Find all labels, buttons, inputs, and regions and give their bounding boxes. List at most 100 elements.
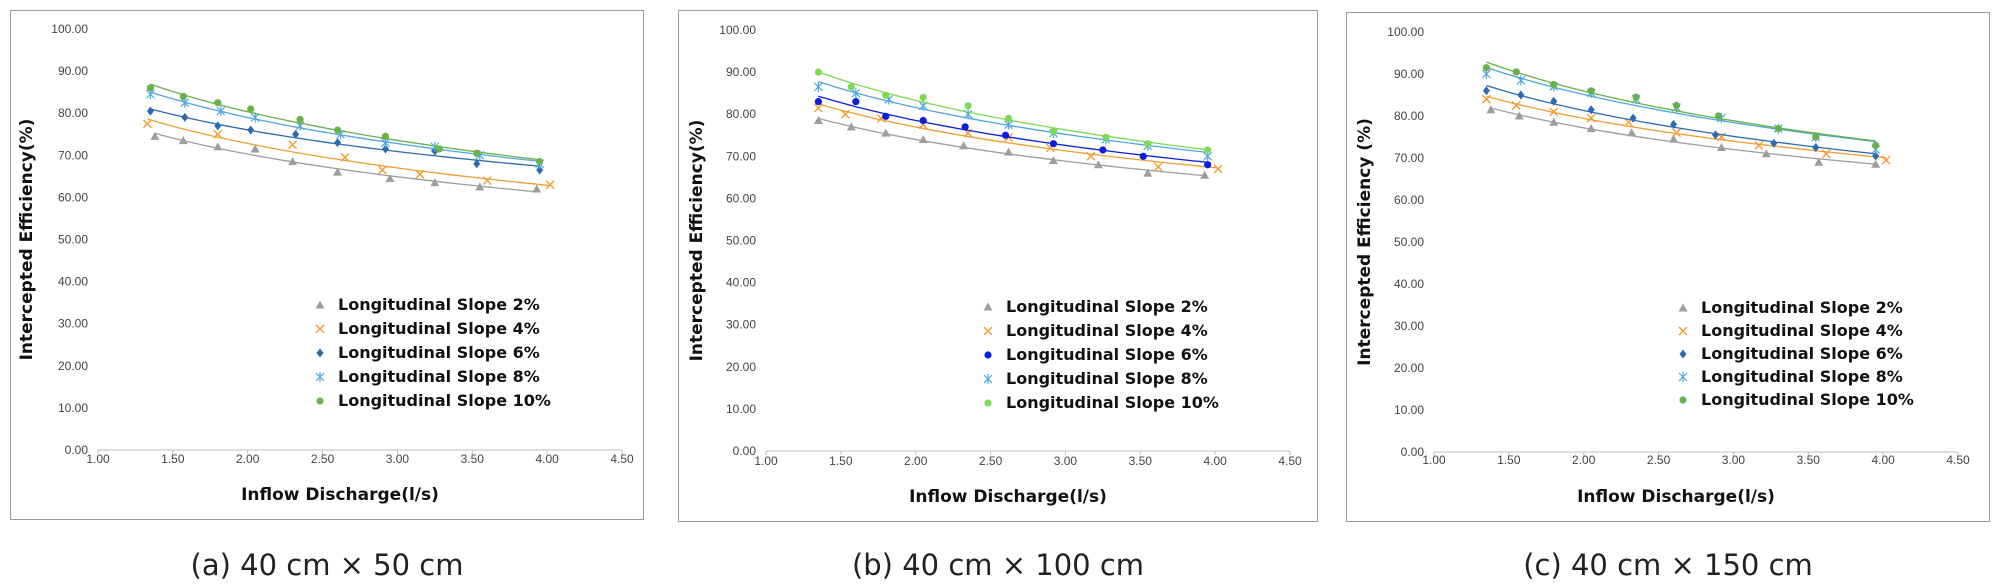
- data-point: [213, 129, 223, 139]
- y-tick-label: 80.00: [58, 106, 88, 120]
- data-point: [1629, 113, 1637, 123]
- data-point: [1048, 156, 1058, 165]
- data-point: [1714, 112, 1723, 120]
- data-point: [334, 138, 342, 148]
- data-point: [1516, 75, 1526, 86]
- trendline: [818, 80, 1208, 154]
- data-point: [1670, 119, 1678, 129]
- data-point: [1514, 111, 1524, 120]
- y-tick-label: 100.00: [1387, 25, 1424, 39]
- data-point: [181, 112, 189, 122]
- x-tick-label: 4.50: [1278, 454, 1302, 468]
- data-point: [415, 169, 425, 179]
- data-point: [1872, 141, 1880, 149]
- data-point: [881, 128, 891, 137]
- data-point: [964, 102, 972, 110]
- y-tick-label: 50.00: [1394, 235, 1424, 249]
- axes: 0.00 10.00 20.00 30.00 40.00 50.00 60.00 70.00 8…: [51, 22, 634, 466]
- data-point: [1517, 90, 1525, 100]
- data-point: [333, 126, 342, 134]
- x-tick-label: 1.50: [1497, 453, 1521, 467]
- data-point: [146, 84, 154, 92]
- x-tick-label: 2.50: [979, 454, 1003, 468]
- y-tick-label: 0.00: [65, 443, 89, 457]
- legend-marker: [315, 324, 325, 334]
- chart-panel-b: 0.00 10.00 20.00 30.00 40.00 50.00 60.00 70.00 8…: [678, 10, 1318, 522]
- y-tick-label: 60.00: [1394, 193, 1424, 207]
- x-tick-label: 3.50: [1129, 454, 1153, 468]
- chart-b-svg: 0.00 10.00 20.00 30.00 40.00 50.00 60.00 70.00 8…: [678, 10, 1318, 522]
- data-point: [536, 158, 544, 166]
- x-tick-label: 1.00: [1422, 453, 1446, 467]
- data-point: [216, 106, 226, 117]
- data-point: [1821, 149, 1831, 159]
- data-point: [1814, 157, 1824, 166]
- legend-marker: [316, 397, 324, 405]
- data-point: [959, 141, 969, 150]
- series-2: [1481, 94, 1891, 165]
- data-point: [1001, 131, 1010, 139]
- legend-label: Longitudinal Slope 4%: [1006, 321, 1208, 340]
- legend-marker: [983, 374, 993, 384]
- legend-label: Longitudinal Slope 6%: [1006, 345, 1208, 364]
- y-tick-label: 100.00: [719, 23, 756, 37]
- data-point: [1213, 164, 1223, 174]
- caption-b: (b) 40 cm × 100 cm: [851, 548, 1145, 582]
- data-point: [1049, 140, 1058, 148]
- y-tick-label: 50.00: [58, 233, 88, 247]
- legend-marker: [1678, 372, 1688, 382]
- x-tick-label: 2.00: [904, 454, 928, 468]
- chart-frame: [1346, 12, 1990, 522]
- data-point: [1716, 143, 1726, 151]
- data-point: [1711, 130, 1719, 140]
- caption-c: (c) 40 cm × 150 cm: [1523, 548, 1813, 582]
- data-point: [1204, 146, 1212, 154]
- y-tick-label: 30.00: [1394, 319, 1424, 333]
- x-tick-label: 2.00: [1572, 453, 1596, 467]
- y-tick-label: 70.00: [58, 148, 88, 162]
- series-3: [814, 95, 1212, 169]
- legend-label: Longitudinal Slope 10%: [1006, 393, 1219, 412]
- data-point: [340, 152, 350, 162]
- data-point: [1672, 101, 1681, 110]
- legend-label: Longitudinal Slope 4%: [338, 319, 540, 338]
- data-point: [882, 112, 890, 120]
- data-point: [1761, 149, 1771, 158]
- data-point: [250, 144, 260, 153]
- legend-label: Longitudinal Slope 8%: [1006, 369, 1208, 388]
- y-tick-label: 40.00: [58, 275, 88, 289]
- y-tick-label: 30.00: [58, 317, 88, 331]
- caption-a: (a) 40 cm × 50 cm: [190, 548, 464, 582]
- data-point: [247, 105, 255, 113]
- legend-label: Longitudinal Slope 10%: [338, 391, 551, 410]
- x-tick-label: 1.00: [86, 452, 110, 466]
- trendline: [818, 71, 1208, 151]
- y-tick-label: 100.00: [51, 22, 88, 36]
- y-tick-label: 70.00: [1394, 151, 1424, 165]
- data-point: [532, 184, 542, 193]
- y-tick-label: 90.00: [58, 64, 88, 78]
- y-tick-label: 60.00: [58, 190, 88, 204]
- legend-marker: [983, 326, 993, 336]
- data-point: [381, 144, 389, 154]
- data-point: [288, 140, 298, 150]
- x-tick-label: 1.50: [161, 452, 185, 466]
- data-point: [1586, 113, 1596, 123]
- y-tick-label: 40.00: [1394, 277, 1424, 291]
- x-axis-title: Inflow Discharge(l/s): [241, 485, 439, 505]
- x-tick-label: 2.50: [1647, 453, 1671, 467]
- data-point: [150, 131, 160, 140]
- data-point: [1144, 140, 1152, 148]
- x-tick-label: 3.00: [386, 452, 410, 466]
- chart-c-svg: 0.00 10.00 20.00 30.00 40.00 50.00 60.00 70.00 8…: [1346, 12, 1990, 522]
- x-tick-label: 4.50: [610, 452, 634, 466]
- chart-frame: [10, 10, 644, 520]
- y-tick-label: 20.00: [1394, 361, 1424, 375]
- data-point: [1204, 161, 1212, 169]
- legend-marker: [1678, 326, 1688, 336]
- data-point: [536, 165, 544, 175]
- data-point: [1549, 107, 1559, 117]
- x-tick-label: 3.50: [1797, 453, 1821, 467]
- series-1: [1486, 105, 1881, 168]
- x-axis-title: Inflow Discharge(l/s): [1577, 487, 1775, 507]
